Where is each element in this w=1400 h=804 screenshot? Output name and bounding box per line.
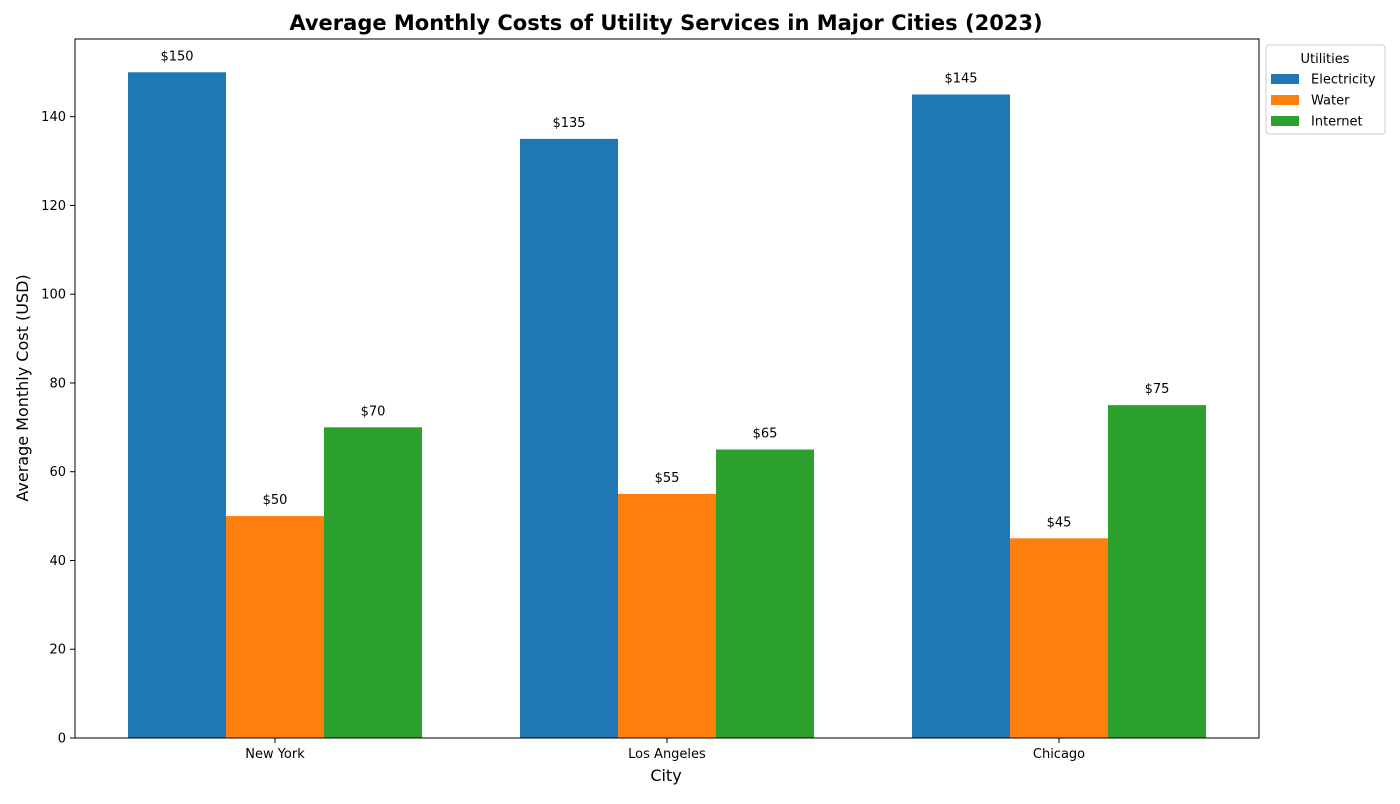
y-tick-label: 100 — [41, 288, 66, 303]
bar-value-labels: $150 $135 $145 $50 $55 $45 $70 $65 $75 — [160, 49, 1169, 530]
y-tick-label: 40 — [49, 554, 66, 569]
y-tick-label: 120 — [41, 199, 66, 214]
bar-internet-new-york — [324, 427, 422, 738]
bar-electricity-los-angeles — [520, 138, 618, 738]
x-tick-label: Los Angeles — [628, 747, 706, 762]
legend-swatch-internet — [1271, 116, 1299, 126]
bar-electricity-new-york — [128, 72, 226, 739]
bar-electricity-chicago — [912, 94, 1010, 738]
bar-value-label: $135 — [552, 116, 585, 131]
chart-title: Average Monthly Costs of Utility Service… — [289, 11, 1042, 35]
legend-label-water: Water — [1311, 94, 1350, 109]
bars-group — [128, 72, 1206, 739]
y-axis: 0 20 40 60 80 100 120 140 — [41, 110, 75, 747]
legend-label-internet: Internet — [1311, 115, 1363, 130]
legend-box — [1265, 44, 1386, 135]
y-tick-label: 60 — [49, 465, 66, 480]
bar-value-label: $150 — [160, 49, 193, 64]
y-axis-label: Average Monthly Cost (USD) — [13, 274, 32, 501]
x-axis: New York Los Angeles Chicago — [245, 738, 1085, 762]
y-tick-label: 80 — [49, 376, 66, 391]
bar-value-label: $45 — [1047, 515, 1072, 530]
bar-water-los-angeles — [618, 493, 716, 738]
bar-value-label: $145 — [944, 71, 977, 86]
legend-swatch-electricity — [1271, 74, 1299, 84]
legend-label-electricity: Electricity — [1311, 73, 1376, 88]
bar-value-label: $55 — [655, 471, 680, 486]
y-tick-label: 0 — [58, 732, 66, 747]
bar-internet-los-angeles — [716, 449, 814, 738]
bar-water-chicago — [1010, 538, 1108, 738]
bar-value-label: $65 — [753, 427, 778, 442]
legend: Utilities Electricity Water Internet — [1265, 44, 1386, 135]
bar-value-label: $50 — [263, 493, 288, 508]
plot-area: $150 $135 $145 $50 $55 $45 $70 $65 $75 — [74, 38, 1260, 739]
x-tick-label: Chicago — [1033, 747, 1085, 762]
y-tick-label: 20 — [49, 643, 66, 658]
bar-internet-chicago — [1108, 405, 1206, 738]
x-tick-label: New York — [245, 747, 305, 762]
legend-items: Electricity Water Internet — [1271, 73, 1376, 130]
x-axis-label: City — [650, 766, 681, 785]
legend-swatch-water — [1271, 95, 1299, 105]
bar-value-label: $75 — [1145, 382, 1170, 397]
bar-water-new-york — [226, 516, 324, 738]
y-tick-label: 140 — [41, 110, 66, 125]
bar-value-label: $70 — [361, 404, 386, 419]
legend-title: Utilities — [1301, 52, 1350, 67]
